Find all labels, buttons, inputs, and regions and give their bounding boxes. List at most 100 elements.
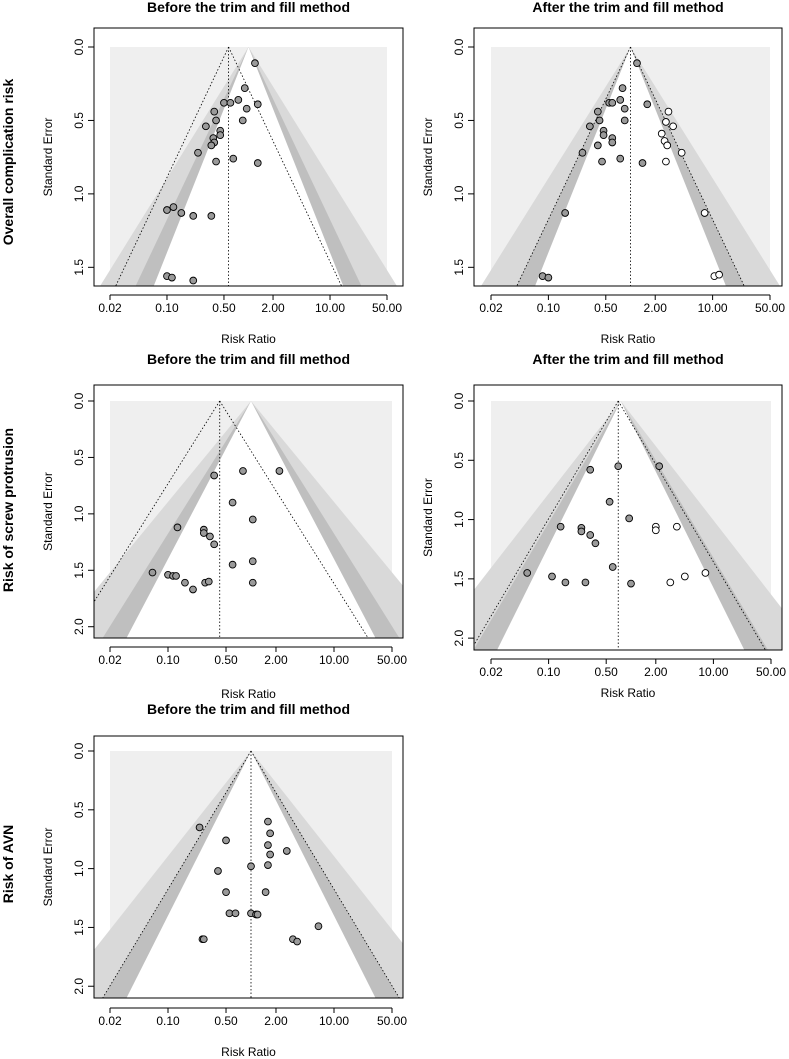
pooled-ci-left-line bbox=[94, 400, 221, 603]
x-axis-label: Risk Ratio bbox=[601, 686, 656, 700]
x-tick-label: 0.02 bbox=[479, 665, 503, 679]
panel-title: Before the trim and fill method bbox=[147, 701, 350, 717]
study-point bbox=[620, 104, 629, 113]
panel-avn-before: 0.0 0.5 1.0 1.5 2.0 0.02 0.10 0.50 2.00 10.00 50.0… bbox=[41, 701, 407, 1059]
study-point bbox=[544, 273, 553, 282]
study-point bbox=[148, 568, 157, 577]
study-point bbox=[605, 497, 614, 506]
study-point bbox=[591, 539, 600, 548]
pooled-ci-right-line bbox=[630, 46, 745, 286]
y-axis-label: Standard Error bbox=[41, 472, 55, 551]
imputed-study-point bbox=[651, 526, 660, 535]
study-point bbox=[593, 107, 602, 116]
study-point bbox=[266, 850, 274, 859]
panel-overall-after: 0.0 0.5 1.0 1.5 0.02 0.10 0.50 2.00 10.00 50.00 Af… bbox=[421, 0, 785, 346]
imputed-study-point bbox=[672, 522, 681, 531]
study-point bbox=[264, 817, 272, 826]
study-point bbox=[251, 59, 259, 68]
imputed-study-point bbox=[700, 209, 709, 217]
x-tick-label: 0.50 bbox=[595, 665, 619, 679]
x-tick-label: 0.10 bbox=[537, 301, 561, 315]
study-point bbox=[620, 116, 629, 125]
study-point bbox=[204, 577, 213, 586]
study-point bbox=[523, 569, 532, 577]
study-point bbox=[222, 888, 230, 896]
imputed-study-point bbox=[666, 578, 675, 587]
study-point bbox=[586, 122, 594, 131]
y-axis-label: Standard Error bbox=[421, 478, 435, 557]
x-tick-label: 0.02 bbox=[479, 301, 503, 315]
y-tick-label: 2.0 bbox=[72, 618, 86, 635]
y-tick-label: 1.5 bbox=[452, 259, 466, 276]
study-point bbox=[222, 836, 230, 845]
x-tick-label: 50.00 bbox=[372, 301, 402, 315]
study-point bbox=[643, 100, 652, 109]
study-point bbox=[216, 131, 225, 139]
y-tick-label: 2.0 bbox=[72, 978, 86, 995]
row-label-screw-protrusion: Risk of screw protrusion bbox=[0, 428, 16, 592]
panel-overall-before: 0.0 0.5 1.0 1.5 0.02 0.10 0.50 2.00 10.00 50.00 Be… bbox=[41, 0, 404, 346]
study-point bbox=[220, 98, 228, 107]
panel-title: After the trim and fill method bbox=[532, 0, 723, 15]
imputed-study-point bbox=[677, 148, 686, 157]
funnel-band-90 bbox=[497, 401, 745, 650]
x-axis-label: Risk Ratio bbox=[221, 687, 276, 701]
panel-plot-area bbox=[94, 400, 403, 638]
study-point bbox=[608, 138, 617, 147]
x-tick-label: 0.02 bbox=[98, 653, 122, 667]
row-label-avn: Risk of AVN bbox=[0, 825, 16, 904]
y-tick-label: 0.5 bbox=[72, 112, 86, 129]
x-axis-label: Risk Ratio bbox=[221, 1045, 276, 1059]
x-tick-label: 2.00 bbox=[644, 301, 668, 315]
study-point bbox=[625, 514, 634, 523]
study-point bbox=[586, 465, 595, 474]
study-point bbox=[212, 157, 220, 166]
y-tick-label: 1.0 bbox=[72, 505, 86, 522]
study-point bbox=[189, 276, 198, 285]
pooled-ci-right-line bbox=[228, 46, 342, 286]
imputed-study-point bbox=[701, 569, 710, 577]
panel-title: Before the trim and fill method bbox=[147, 351, 350, 367]
study-point bbox=[608, 98, 617, 107]
y-axis-label: Standard Error bbox=[421, 118, 435, 197]
x-tick-label: 2.00 bbox=[261, 301, 285, 315]
x-tick-label: 10.00 bbox=[698, 665, 728, 679]
study-point bbox=[242, 104, 251, 113]
y-tick-label: 1.0 bbox=[452, 511, 466, 528]
panel-title: Before the trim and fill method bbox=[147, 0, 350, 15]
x-tick-label: 2.00 bbox=[264, 1014, 288, 1028]
y-tick-label: 0.5 bbox=[72, 801, 86, 818]
study-point bbox=[577, 527, 586, 536]
y-tick-label: 0.5 bbox=[452, 452, 466, 469]
imputed-study-point bbox=[664, 107, 673, 116]
study-point bbox=[172, 572, 180, 580]
y-tick-label: 1.0 bbox=[452, 185, 466, 202]
y-tick-label: 1.5 bbox=[452, 570, 466, 587]
study-point bbox=[248, 578, 257, 587]
row-label-overall-complication: Overall complication risk bbox=[0, 79, 16, 246]
study-point bbox=[234, 96, 243, 104]
study-point bbox=[595, 116, 604, 125]
y-tick-label: 1.0 bbox=[72, 185, 86, 202]
study-point bbox=[240, 84, 249, 92]
x-axis-label: Risk Ratio bbox=[221, 332, 276, 346]
study-point bbox=[202, 122, 210, 131]
y-axis-label: Standard Error bbox=[41, 828, 55, 907]
study-point bbox=[253, 159, 262, 167]
x-tick-label: 50.00 bbox=[755, 301, 785, 315]
x-tick-label: 2.00 bbox=[264, 653, 288, 667]
pooled-ci-left-line bbox=[516, 46, 631, 286]
imputed-study-point bbox=[662, 157, 670, 166]
x-tick-label: 0.10 bbox=[537, 665, 561, 679]
x-tick-label: 0.50 bbox=[214, 1014, 238, 1028]
y-tick-label: 0.0 bbox=[452, 392, 466, 409]
x-tick-label: 0.02 bbox=[98, 1014, 122, 1028]
x-tick-label: 50.00 bbox=[377, 1014, 407, 1028]
x-tick-label: 0.10 bbox=[156, 653, 180, 667]
y-tick-label: 1.5 bbox=[72, 562, 86, 579]
study-point bbox=[210, 471, 219, 480]
study-point bbox=[226, 98, 235, 107]
panel-plot-area bbox=[481, 46, 780, 286]
study-point bbox=[593, 141, 602, 150]
imputed-study-point bbox=[669, 122, 677, 131]
